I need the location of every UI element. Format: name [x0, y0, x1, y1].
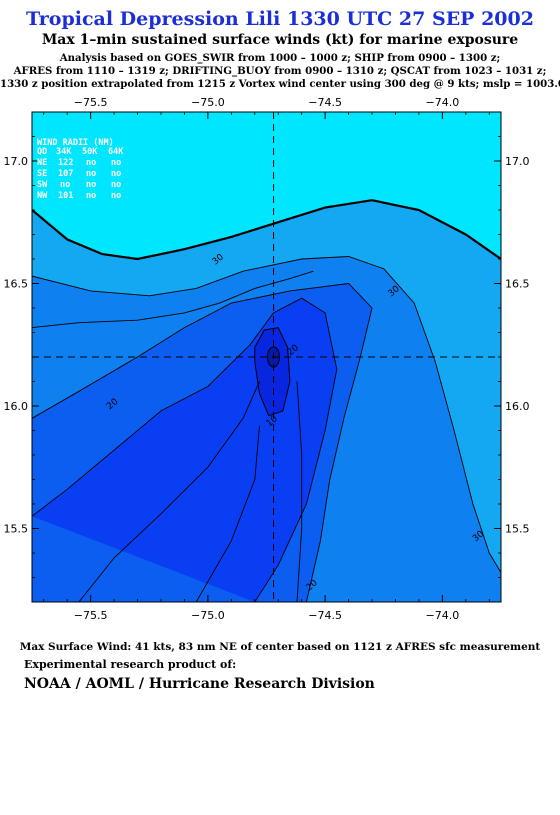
- wind-band-above-34: [32, 112, 501, 259]
- analysis-line-2: AFRES from 1110 – 1319 z; DRIFTING_BUOY …: [13, 65, 547, 77]
- wind-radii-value: no: [86, 191, 96, 201]
- contour-bottom-left: [78, 381, 260, 602]
- wind-radii-quadrant: SE: [37, 169, 47, 179]
- wind-radii-quadrant: NE: [37, 158, 47, 168]
- max-wind-note: Max Surface Wind: 41 kts, 83 nm NE of ce…: [19, 641, 541, 653]
- organization-name: NOAA / AOML / Hurricane Research Divisio…: [24, 676, 375, 692]
- wind-radii-value: 101: [58, 191, 73, 201]
- y-tick-label-right: 17.0: [505, 155, 530, 168]
- y-tick-label-right: 15.5: [505, 523, 530, 536]
- x-tick-label-top: −75.0: [191, 96, 225, 109]
- wind-radii-value: no: [111, 169, 121, 179]
- center-ring-contour: [254, 327, 291, 417]
- chart-title: Tropical Depression Lili 1330 UTC 27 SEP…: [26, 8, 534, 30]
- wind-radii-value: no: [111, 191, 121, 201]
- y-tick-label-right: 16.5: [505, 278, 530, 291]
- contour-30kt: [32, 256, 501, 573]
- y-tick-label-left: 15.5: [4, 523, 29, 536]
- y-tick-label-left: 16.0: [4, 400, 29, 413]
- wind-radii-header-34k: 34K: [56, 147, 72, 157]
- wind-radii-header-50k: 50K: [82, 147, 98, 157]
- x-tick-label-top: −75.5: [74, 96, 108, 109]
- wind-radii-value: no: [111, 158, 121, 168]
- wind-radii-table: WIND RADII (NM) QD 34K 50K 64K NE 122 no…: [37, 138, 124, 201]
- analysis-line-1: Analysis based on GOES_SWIR from 1000 – …: [59, 52, 501, 64]
- wind-radii-title: WIND RADII (NM): [37, 138, 114, 148]
- contour-20kt: [32, 283, 373, 602]
- experimental-note: Experimental research product of:: [24, 658, 237, 671]
- x-tick-label-bottom: −74.5: [308, 609, 342, 622]
- wind-radii-value: 122: [58, 158, 73, 168]
- y-tick-label-left: 17.0: [4, 155, 29, 168]
- contour-bottom-right: [296, 381, 303, 602]
- wind-radii-value: no: [111, 180, 121, 190]
- wind-radii-quadrant: SW: [37, 180, 48, 190]
- contour-34kt: [32, 199, 501, 261]
- x-tick-label-bottom: −75.5: [74, 609, 108, 622]
- wind-radii-header-64k: 64K: [108, 147, 124, 157]
- y-tick-label-right: 16.0: [505, 400, 530, 413]
- contour-10kt: [32, 297, 338, 602]
- wind-radii-value: no: [60, 180, 70, 190]
- analysis-line-3: 1330 z position extrapolated from 1215 z…: [0, 78, 560, 90]
- wind-radii-value: no: [86, 169, 96, 179]
- wind-radii-header-qd: QD: [37, 147, 47, 157]
- chart-subtitle: Max 1–min sustained surface winds (kt) f…: [41, 32, 519, 48]
- contour-outer-left: [32, 270, 314, 329]
- y-tick-label-left: 16.5: [4, 278, 29, 291]
- x-tick-label-bottom: −74.0: [426, 609, 460, 622]
- contour-bottom-mid: [195, 425, 260, 602]
- x-tick-label-top: −74.0: [426, 96, 460, 109]
- x-tick-label-top: −74.5: [308, 96, 342, 109]
- wind-radii-value: 107: [58, 169, 73, 179]
- wind-radii-quadrant: NW: [37, 191, 48, 201]
- wind-radii-value: no: [86, 180, 96, 190]
- x-tick-label-bottom: −75.0: [191, 609, 225, 622]
- wind-radii-value: no: [86, 158, 96, 168]
